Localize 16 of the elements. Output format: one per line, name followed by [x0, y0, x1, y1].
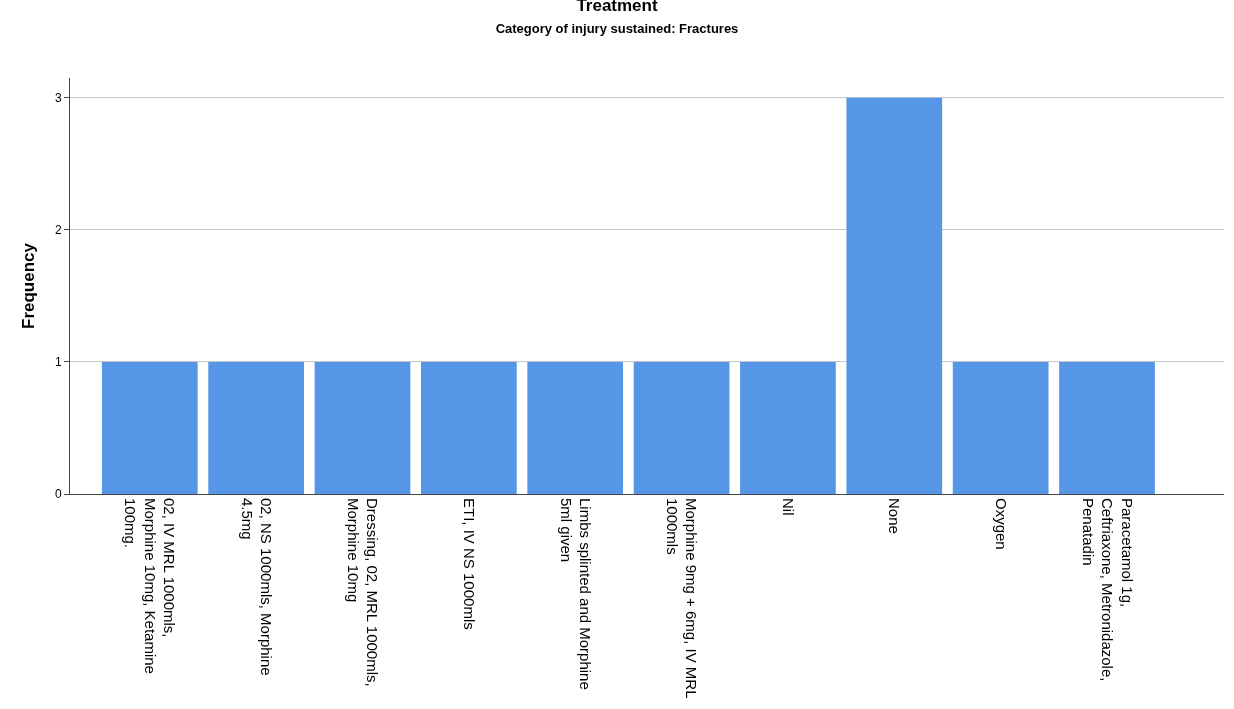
x-tick-label: 02, IV MRL 1000mls, Morphine 10mg, Ketamine 100mg. — [122, 498, 179, 674]
x-tick-label: Dressing, 02, MRL 1000mls, Morphine 10mg — [344, 498, 382, 687]
y-tick-label: 1 — [54, 355, 62, 370]
y-tick-label: 2 — [54, 223, 62, 238]
chart-subtitle: Category of injury sustained: Fractures — [495, 20, 739, 36]
y-axis-title: Frequency — [19, 242, 39, 329]
x-tick-label: None — [886, 498, 904, 534]
x-tick-label: Morphine 9mg + 6mg, IV MRL 1000mls — [663, 498, 701, 699]
x-tick-label: Limbs splinted and Morphine 5ml given — [557, 498, 595, 690]
y-tick-label: 3 — [54, 91, 62, 106]
x-tick-label: ETI, IV NS 1000mls — [460, 498, 478, 630]
x-tick-label: 02, NS 1000mls, Morphine 4.5mg — [238, 498, 276, 676]
x-tick-label: Nil — [780, 498, 798, 516]
y-tick-label: 0 — [54, 487, 62, 502]
x-tick-label: Oxygen — [992, 498, 1010, 550]
x-tick-label: Paracetamol 1g, Ceftriaxone, Metronidazole, Penatadin — [1079, 498, 1136, 682]
